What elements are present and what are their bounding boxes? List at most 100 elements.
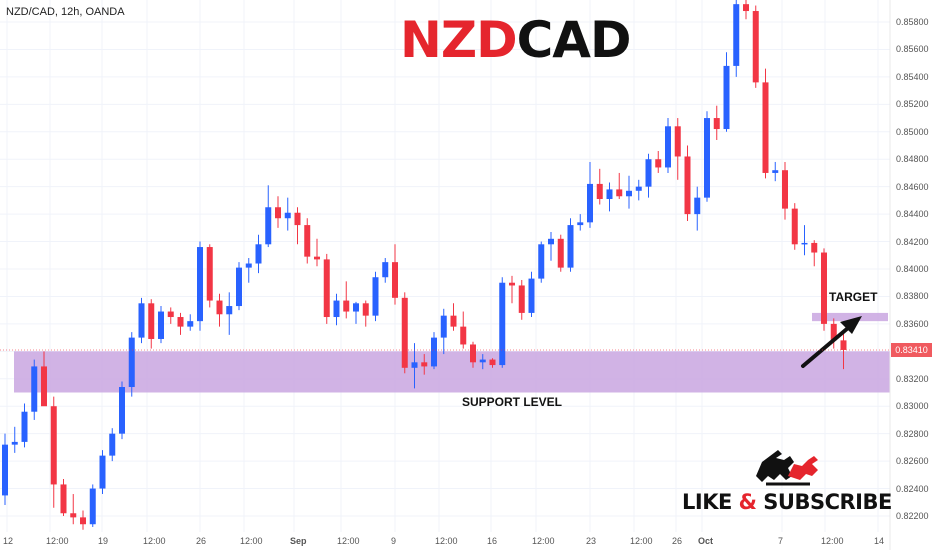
- x-tick-label: 12:00: [821, 536, 844, 546]
- candle-body: [353, 303, 359, 312]
- x-tick-label: Oct: [698, 536, 714, 546]
- y-tick-label: 0.85000: [896, 126, 929, 137]
- x-tick-label: 12:00: [46, 536, 69, 546]
- candle: [528, 271, 535, 318]
- x-tick-label: 26: [672, 536, 683, 546]
- candle: [567, 218, 574, 272]
- x-tick-label: 26: [196, 536, 207, 546]
- candle: [665, 118, 671, 173]
- candle: [323, 253, 330, 324]
- x-tick-label: 7: [778, 536, 784, 546]
- candle: [811, 240, 818, 267]
- candle-body: [2, 444, 8, 496]
- candle: [372, 271, 379, 322]
- candle: [41, 351, 47, 407]
- y-tick-label: 0.85800: [896, 17, 929, 27]
- candle-body: [60, 484, 67, 514]
- candle: [392, 244, 398, 305]
- candle-body: [255, 244, 262, 264]
- candle-body: [645, 159, 652, 187]
- y-tick-label: 0.82400: [896, 483, 929, 494]
- candle-body: [187, 321, 194, 327]
- candle-body: [245, 263, 252, 268]
- candle: [587, 161, 593, 228]
- candle-body: [411, 362, 418, 368]
- candle-body: [177, 317, 184, 327]
- candle-body: [470, 344, 476, 363]
- last-price-tag: 0.83410: [891, 342, 932, 357]
- y-tick-label: 0.84000: [896, 264, 929, 274]
- candle-body: [635, 186, 642, 191]
- candle-body: [616, 189, 623, 197]
- like-subscribe-banner: LIKE & SUBSCRIBE: [682, 488, 892, 516]
- y-tick-label: 0.84800: [896, 154, 929, 165]
- candle: [343, 281, 350, 319]
- candle: [479, 354, 486, 370]
- candle-body: [655, 159, 662, 168]
- y-tick-label: 0.85600: [896, 44, 929, 55]
- candle: [148, 299, 155, 349]
- candle: [216, 293, 223, 327]
- candle: [226, 292, 233, 335]
- candle-body: [109, 433, 116, 456]
- candle: [616, 172, 623, 200]
- candle: [362, 300, 369, 327]
- candle-body: [830, 323, 837, 341]
- candle: [791, 203, 798, 250]
- candle-body: [811, 242, 818, 253]
- candle-body: [265, 207, 272, 245]
- candle-body: [333, 300, 340, 318]
- candle: [197, 241, 203, 331]
- candle-body: [743, 4, 749, 12]
- candle-body: [167, 311, 174, 318]
- x-tick-label: 12: [3, 536, 14, 546]
- candle-body: [21, 411, 28, 442]
- candle: [275, 196, 281, 228]
- candle-body: [713, 118, 720, 130]
- candle: [752, 5, 759, 88]
- candle-body: [596, 183, 603, 200]
- candle: [518, 279, 525, 320]
- x-tick-label: 12:00: [532, 536, 555, 546]
- candle-body: [89, 488, 96, 525]
- x-tick-label: 9: [391, 536, 397, 546]
- candle-body: [382, 262, 389, 278]
- candle: [187, 314, 194, 331]
- candle: [382, 258, 389, 283]
- candle-body: [158, 311, 164, 339]
- candle-body: [460, 326, 467, 345]
- candle-body: [733, 4, 740, 66]
- candle: [80, 510, 86, 530]
- candle: [440, 308, 447, 355]
- candle-body: [548, 238, 554, 245]
- x-tick-label: 12:00: [630, 536, 653, 546]
- candle-body: [362, 303, 369, 316]
- x-tick-label: 12:00: [240, 536, 263, 546]
- candle: [284, 197, 291, 231]
- candle: [167, 307, 174, 324]
- candle-body: [528, 278, 535, 313]
- candle-body: [138, 303, 145, 338]
- candle-body: [752, 11, 759, 83]
- candle-body: [294, 212, 301, 226]
- y-tick-label: 0.82800: [896, 428, 929, 439]
- candle-body: [782, 170, 788, 209]
- candle-body: [567, 225, 574, 268]
- candle-body: [772, 170, 779, 173]
- candle-body: [50, 406, 57, 485]
- candle-body: [119, 387, 125, 434]
- x-tick-label: 12:00: [337, 536, 360, 546]
- candle: [421, 354, 428, 375]
- x-tick-label: 23: [586, 536, 597, 546]
- candle-body: [284, 212, 291, 219]
- candle: [557, 234, 564, 272]
- cta-like: LIKE: [682, 490, 739, 514]
- candle: [431, 332, 437, 370]
- candle-body: [206, 247, 213, 301]
- y-tick-label: 0.84600: [896, 181, 929, 192]
- candle: [713, 105, 720, 141]
- y-tick-label: 0.85200: [896, 99, 929, 110]
- y-tick-label: 0.82600: [896, 456, 929, 467]
- candle: [762, 68, 769, 179]
